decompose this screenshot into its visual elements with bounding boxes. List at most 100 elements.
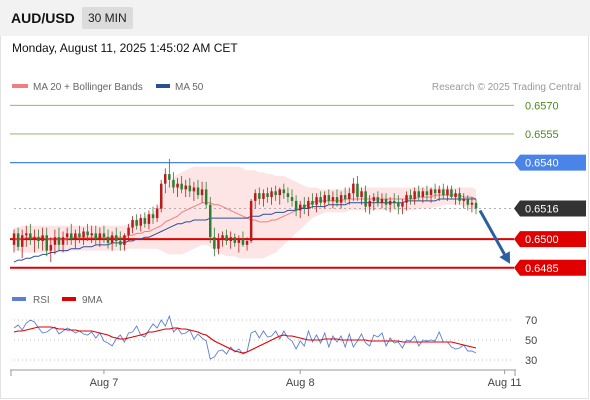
candle-body xyxy=(286,193,290,197)
candle-body xyxy=(225,235,228,241)
candle-body xyxy=(343,195,347,199)
candle-body xyxy=(425,191,429,196)
candle-body xyxy=(106,237,110,243)
rsi-legend: RSI 9MA xyxy=(12,295,103,306)
candle-body xyxy=(458,193,461,201)
candle-body xyxy=(57,237,61,245)
candle-body xyxy=(82,231,85,238)
time-label-Aug-8: Aug 8 xyxy=(286,377,315,389)
candle-body xyxy=(364,191,367,207)
candle-body xyxy=(160,183,163,209)
candle-body xyxy=(421,191,425,197)
candle-body xyxy=(229,237,232,241)
candle-body xyxy=(446,189,449,196)
candle-body xyxy=(184,185,187,190)
candle-body xyxy=(327,195,331,201)
candle-body xyxy=(356,183,359,198)
time-label-Aug-7: Aug 7 xyxy=(90,377,119,389)
candle-body xyxy=(299,204,302,211)
legend-9ma-label: 9MA xyxy=(82,295,103,306)
candle-body xyxy=(397,202,400,207)
candle-body xyxy=(450,189,453,197)
candle-body xyxy=(380,199,384,203)
candle-body xyxy=(470,202,474,205)
candle-body xyxy=(147,214,151,224)
candle-body xyxy=(384,199,388,205)
price-legend: MA 20 + Bollinger Bands MA 50 xyxy=(12,82,204,93)
candle-body xyxy=(290,197,294,201)
candle-body xyxy=(417,191,420,197)
candle-body xyxy=(372,197,376,201)
price-label-text: 0.6540 xyxy=(525,158,559,170)
candle-body xyxy=(335,197,339,203)
candle-body xyxy=(233,237,237,243)
candle-body xyxy=(315,197,318,205)
price-label-text: 0.6500 xyxy=(525,234,559,246)
legend-ma20-swatch xyxy=(12,84,28,88)
candle-body xyxy=(168,174,171,180)
legend-rsi-label: RSI xyxy=(33,295,50,306)
candle-body xyxy=(462,199,465,201)
rsi-tick-label: 30 xyxy=(525,355,537,367)
candle-body xyxy=(237,239,241,243)
candle-body xyxy=(164,174,167,184)
candle-body xyxy=(192,187,196,192)
candle-body xyxy=(16,233,20,247)
candle-body xyxy=(94,233,97,240)
time-label-Aug-11: Aug 11 xyxy=(488,377,522,389)
candle-body xyxy=(282,189,286,194)
price-label-text: 0.6570 xyxy=(525,100,559,112)
candle-body xyxy=(209,204,212,238)
candle-body xyxy=(368,200,371,207)
legend-ma50-label: MA 50 xyxy=(175,82,204,93)
price-label-0.6485: 0.6485 xyxy=(514,259,586,276)
candle-body xyxy=(249,200,253,241)
candle-body xyxy=(25,233,28,236)
forecast-arrow xyxy=(478,209,510,264)
candle-body xyxy=(37,237,40,241)
rsi-9ma-line xyxy=(13,326,477,354)
timeframe-badge[interactable]: 30 MIN xyxy=(82,7,133,29)
candle-body xyxy=(119,241,122,245)
candle-body xyxy=(266,193,269,197)
candle-body xyxy=(61,237,65,245)
rsi-tick-label: 50 xyxy=(525,335,537,347)
candle-body xyxy=(213,237,216,249)
candle-body xyxy=(433,189,437,194)
legend-ma20-label: MA 20 + Bollinger Bands xyxy=(33,82,143,93)
candle-body xyxy=(196,187,200,196)
forecast-arrow-shaft xyxy=(478,209,509,260)
candle-body xyxy=(429,189,433,196)
candle-body xyxy=(352,183,355,194)
price-label-tag xyxy=(514,200,586,217)
header-bar: AUD/USD 30 MIN xyxy=(0,0,590,36)
candle-body xyxy=(204,189,208,205)
candle-body xyxy=(176,183,179,188)
candle-body xyxy=(172,179,175,188)
candle-body xyxy=(454,193,457,197)
candle-body xyxy=(262,193,265,199)
price-label-0.6500: 0.6500 xyxy=(514,231,586,248)
price-label-text: 0.6516 xyxy=(525,204,559,216)
candle-body xyxy=(360,191,363,197)
candle-body xyxy=(200,189,204,196)
legend-ma50-swatch xyxy=(156,84,170,88)
credit-text: Research © 2025 Trading Central xyxy=(432,82,581,93)
forecast-arrow-head xyxy=(499,251,510,264)
candle-body xyxy=(221,235,224,240)
candle-body xyxy=(188,185,192,192)
price-label-tag xyxy=(514,231,586,248)
candle-body xyxy=(115,235,118,241)
candle-body xyxy=(102,233,106,238)
candle-body xyxy=(53,237,57,245)
candle-body xyxy=(331,197,335,201)
price-label-text: 0.6555 xyxy=(525,129,559,141)
candle-body xyxy=(348,193,351,199)
candle-body xyxy=(319,197,322,203)
candle-body xyxy=(45,235,48,251)
candle-body xyxy=(303,204,306,209)
candle-body xyxy=(388,200,392,205)
candle-body xyxy=(98,233,102,240)
price-label-tag xyxy=(514,154,586,171)
